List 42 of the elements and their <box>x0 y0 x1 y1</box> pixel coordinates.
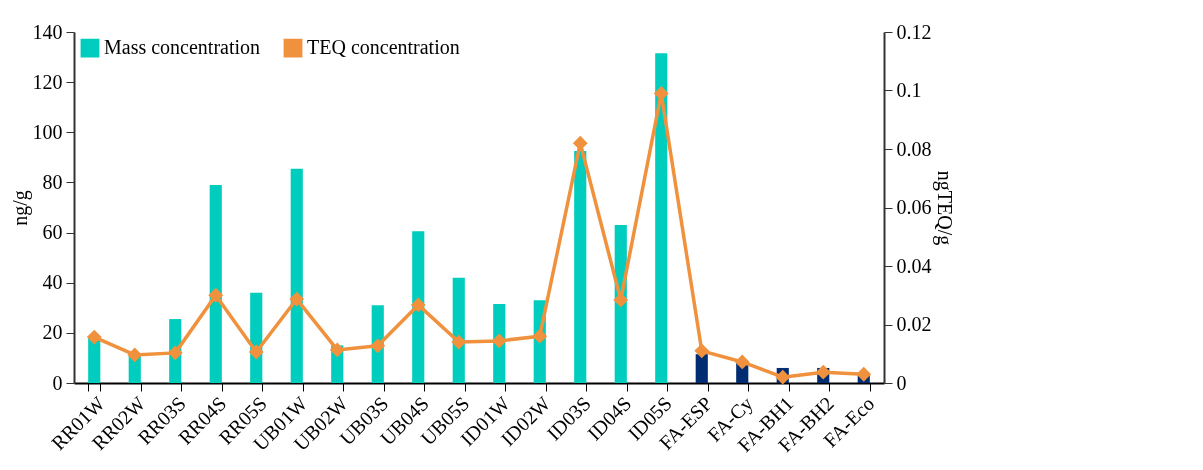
y-tick-label: 20 <box>42 321 63 344</box>
y2-tick-label: 0.02 <box>896 313 932 335</box>
y-tick-label: 120 <box>32 70 63 93</box>
point <box>248 344 264 360</box>
point <box>653 86 669 101</box>
bar <box>290 168 303 383</box>
bar <box>88 337 101 383</box>
point <box>329 342 345 358</box>
point <box>491 333 507 349</box>
y-tick-label: 140 <box>32 20 63 43</box>
y2-tick-label: 0.1 <box>896 79 922 101</box>
y2-tick-label: 0.12 <box>896 20 932 43</box>
point <box>734 354 750 370</box>
point <box>532 328 548 344</box>
bar <box>695 354 708 383</box>
y2-tick-label: 0.08 <box>896 137 932 160</box>
y-tick-label: 100 <box>32 120 63 143</box>
point <box>370 338 386 354</box>
legend-label: TEQ concentration <box>307 36 460 59</box>
point <box>410 297 426 313</box>
legend-label: Mass concentration <box>104 36 261 59</box>
y-tick-label: 40 <box>42 271 63 294</box>
point <box>208 287 224 303</box>
y-tick-label: 60 <box>42 221 63 244</box>
point <box>694 343 710 359</box>
point <box>289 291 305 307</box>
point <box>86 329 102 345</box>
bar <box>209 184 222 383</box>
y-axis-title: ng/g <box>8 190 32 226</box>
y2-tick-label: 0 <box>896 371 907 394</box>
y2-tick-label: 0.06 <box>896 196 932 218</box>
point <box>127 347 143 363</box>
bar <box>574 151 587 383</box>
y-tick-label: 0 <box>52 371 63 394</box>
y2-axis-title: ngTEQ/g <box>932 170 956 246</box>
bar <box>412 231 425 383</box>
point <box>856 366 872 382</box>
y2-tick-label: 0.04 <box>896 254 932 277</box>
point <box>167 345 183 361</box>
bar <box>655 53 668 383</box>
point <box>451 334 467 350</box>
y-tick-label: 80 <box>42 170 63 193</box>
